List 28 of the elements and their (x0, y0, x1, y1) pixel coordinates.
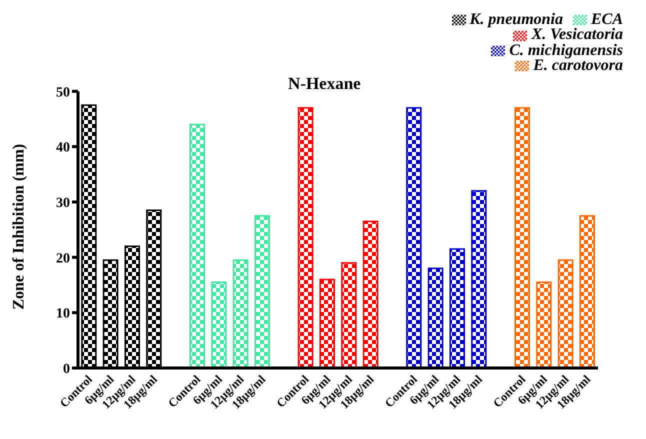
legend-label: K. pneumonia (470, 11, 563, 28)
y-tick-label: 50 (56, 85, 70, 100)
legend-label: ECA (590, 11, 623, 28)
bar (298, 107, 314, 368)
legend-label: C. michiganensis (509, 42, 623, 59)
bar (428, 268, 444, 368)
bar (558, 259, 574, 368)
bar (406, 107, 422, 368)
chart-title: N-Hexane (288, 74, 361, 94)
bar (189, 124, 205, 368)
y-tick-label: 0 (63, 362, 70, 377)
y-axis-title: Zone of Inhibition (mm) (10, 144, 28, 310)
y-tick-label: 10 (56, 306, 70, 322)
y-tick-label: 40 (56, 140, 70, 156)
bar (254, 215, 270, 368)
y-tick-label: 20 (56, 251, 70, 266)
y-tick-label: 30 (56, 196, 70, 211)
bar (362, 220, 378, 368)
bar (514, 107, 530, 368)
legend-label: X. Vesicatoria (531, 26, 623, 44)
bar (211, 281, 227, 368)
bar (449, 248, 465, 368)
bar (471, 190, 487, 368)
bar (341, 262, 357, 368)
bar (319, 278, 335, 368)
bar (579, 215, 595, 368)
bar (232, 259, 248, 368)
bar (536, 281, 552, 368)
